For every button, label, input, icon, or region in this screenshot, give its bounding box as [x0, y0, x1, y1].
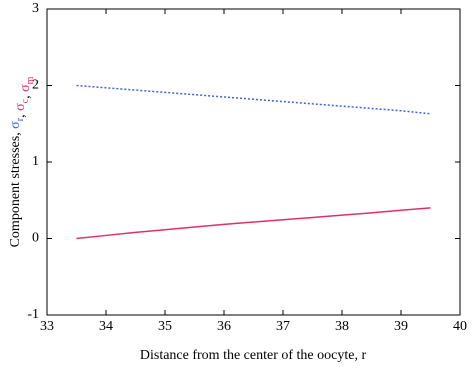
plot-frame: [46, 8, 461, 316]
x-tick-label: 35: [158, 319, 172, 334]
x-tick-label: 34: [99, 319, 113, 334]
y-tick-label: 0: [32, 231, 39, 246]
y-label-part: σ: [13, 103, 28, 111]
y-label-part: ,: [18, 92, 33, 99]
y-tick-label: 1: [32, 154, 39, 169]
x-tick-label: 38: [335, 319, 349, 334]
x-tick-label: 33: [40, 319, 54, 334]
series-line: [76, 207, 431, 240]
x-tick-label: 37: [276, 319, 290, 334]
x-axis-label: Distance from the center of the oocyte, …: [140, 348, 367, 363]
y-label-part: Component stresses,: [8, 129, 23, 248]
x-tick-label: 36: [217, 319, 231, 334]
y-label-subscript: c: [20, 98, 31, 103]
x-tick-label: 39: [394, 319, 408, 334]
y-label-subscript: r: [15, 117, 26, 121]
y-label-subscript: m: [25, 76, 36, 84]
y-tick-label: 3: [32, 1, 39, 16]
y-axis-label: Component stresses, σr, σc, σm: [8, 76, 36, 247]
series-line: [76, 84, 431, 115]
x-tick-label: 40: [453, 319, 467, 334]
y-tick-label: -1: [27, 307, 39, 322]
y-tick-label: 2: [32, 78, 39, 93]
y-label-part: σ: [8, 121, 23, 129]
y-label-part: σ: [18, 84, 33, 92]
y-label-part: ,: [13, 111, 28, 118]
